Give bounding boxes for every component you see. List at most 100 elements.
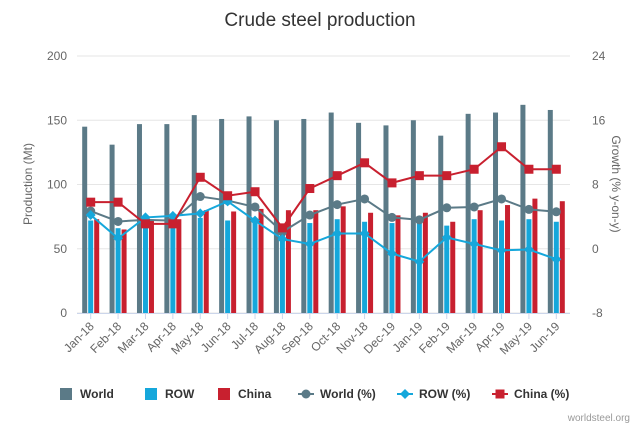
point-row [250, 215, 261, 226]
point-world [497, 194, 507, 204]
legend-item-row: ROW [145, 387, 195, 401]
bar-row [170, 217, 176, 313]
point-china [414, 171, 424, 181]
y-left-tick-label: 150 [47, 113, 67, 127]
point-row [469, 238, 480, 249]
bar-world [493, 112, 499, 313]
x-tick-label: Sep-18 [279, 319, 316, 356]
point-china [497, 142, 507, 152]
bar-china [231, 211, 237, 313]
point-china [86, 197, 96, 207]
x-tick-label: Mar-19 [443, 319, 480, 356]
bar-world [410, 120, 416, 313]
y-right-tick-label: 16 [592, 113, 606, 127]
point-china [469, 164, 479, 174]
bar-china [313, 210, 319, 313]
x-tick-label: Jun-19 [527, 319, 563, 355]
point-world [442, 203, 452, 213]
legend-swatch [60, 388, 72, 400]
y-right-axis-title: Growth (% y-on-y) [609, 135, 623, 232]
point-china [332, 171, 342, 181]
point-row [359, 228, 370, 239]
y-right-tick-label: 24 [592, 49, 606, 63]
bar-row [142, 216, 148, 313]
bar-row [279, 224, 285, 313]
lines [85, 142, 562, 267]
point-row [551, 254, 562, 265]
point-world [113, 216, 123, 226]
bars [82, 104, 565, 314]
bar-china [368, 212, 374, 313]
point-world [195, 192, 205, 202]
legend-label: China [238, 387, 272, 401]
point-world [360, 194, 370, 204]
point-row [195, 208, 206, 219]
bar-world [465, 113, 471, 313]
bar-china [505, 205, 511, 313]
legend-item-row: ROW (%) [397, 387, 470, 401]
bar-world [219, 118, 225, 313]
x-tick-label: Mar-18 [115, 319, 152, 356]
bar-row [334, 219, 340, 313]
point-china [195, 172, 205, 182]
bar-china [450, 221, 456, 313]
bar-world [438, 135, 444, 313]
bar-china [176, 219, 182, 313]
point-world [469, 202, 479, 212]
point-row [496, 245, 507, 256]
point-world [332, 200, 342, 210]
point-china [113, 197, 123, 207]
point-china [250, 187, 260, 197]
credit-text: worldsteel.org [567, 413, 630, 424]
legend-swatch [218, 388, 230, 400]
point-china [360, 158, 370, 168]
legend-label: ROW [165, 387, 195, 401]
bar-row [225, 220, 231, 313]
point-row [113, 233, 124, 244]
point-china [140, 219, 150, 229]
bar-china [121, 229, 127, 313]
bar-world [82, 126, 88, 313]
bar-world [109, 144, 115, 313]
y-right-tick-label: 8 [592, 178, 599, 192]
legend-marker [495, 389, 505, 399]
y-left-tick-label: 200 [47, 49, 67, 63]
legend-item-world: World (%) [298, 387, 376, 401]
bar-row [252, 220, 258, 313]
point-world [305, 210, 315, 220]
line-world [90, 195, 557, 234]
y-left-tick-label: 50 [54, 242, 68, 256]
legend-label: ROW (%) [419, 387, 470, 401]
bar-world [520, 104, 526, 313]
bar-row [444, 225, 450, 313]
bar-china [94, 219, 100, 313]
bar-row [362, 221, 368, 313]
point-china [442, 171, 452, 181]
point-row [441, 232, 452, 243]
bar-row [416, 220, 422, 313]
y-left-axis-title: Production (Mt) [21, 143, 35, 225]
legend-item-china: China (%) [492, 387, 569, 401]
bar-china [340, 206, 346, 313]
bar-china [258, 208, 264, 313]
point-row [414, 256, 425, 267]
bar-world [383, 125, 389, 313]
point-row [304, 238, 315, 249]
point-row [85, 210, 96, 221]
point-china [277, 223, 287, 233]
point-china [168, 219, 178, 229]
bar-china [559, 201, 565, 313]
bar-row [526, 219, 532, 313]
bar-row [88, 220, 94, 313]
bar-china [395, 215, 401, 313]
bar-world [273, 120, 279, 313]
point-world [524, 204, 534, 214]
legend-item-china: China [218, 387, 272, 401]
bar-row [115, 228, 121, 313]
bar-china [148, 220, 154, 313]
bar-row [307, 223, 313, 313]
line-china [90, 145, 557, 230]
bar-china [203, 210, 209, 313]
bar-row [471, 219, 477, 313]
legend-label: World [80, 387, 114, 401]
